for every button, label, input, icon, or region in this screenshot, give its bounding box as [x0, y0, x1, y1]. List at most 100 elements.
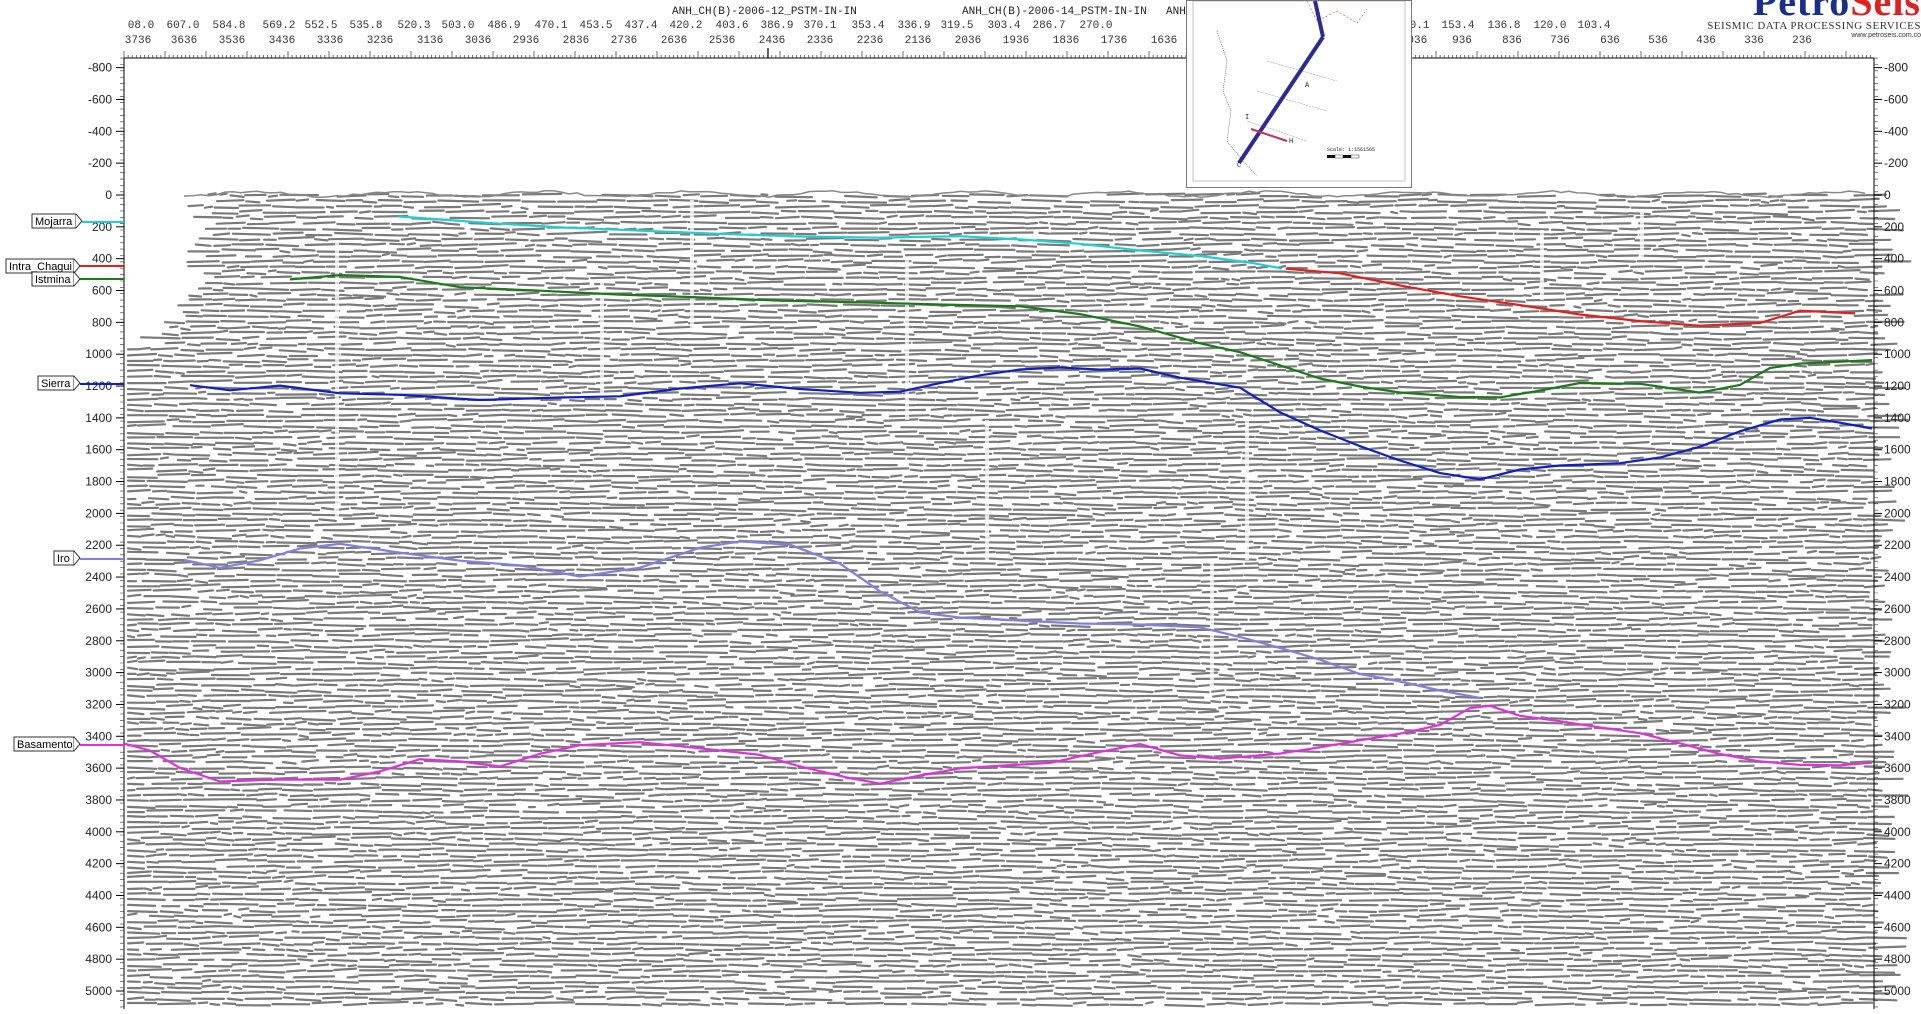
location-inset-map[interactable]: A I H C Scale: 1:1561565	[1186, 0, 1412, 188]
depth-tick-label-right: 800	[1884, 315, 1904, 329]
depth-tick-label: 4400	[85, 888, 112, 902]
horizon-label-basamento[interactable]: Basamento	[13, 736, 124, 752]
depth-tick-label: 3200	[85, 697, 112, 711]
depth-tick-label-right: 1600	[1884, 443, 1911, 457]
shotpoint-label: 437.4	[624, 20, 657, 32]
cdp-label: 336	[1744, 35, 1764, 47]
depth-tick-label-right: 400	[1884, 252, 1904, 266]
horizon-label-iro[interactable]: Iro	[53, 550, 124, 566]
right-depth-axis: -800 -600 -400 -200 0 200 400 600 800 1000 1200 140…	[1874, 61, 1911, 998]
section-title-1: ANH_CH(B)-2006-12_PSTM-IN-IN	[672, 6, 857, 18]
inset-label-h: H	[1289, 138, 1293, 146]
cdp-label: 2536	[709, 35, 735, 47]
horizon-istmina[interactable]	[289, 274, 1873, 399]
left-depth-axis: -800 -600 -400 -200 0 200 400 600 800 1000 1200 140…	[85, 57, 1878, 1008]
depth-tick-label: 1000	[85, 347, 112, 361]
inset-label-a: A	[1305, 82, 1310, 90]
depth-tick-label: 400	[92, 252, 112, 266]
cdp-label: 1936	[1003, 35, 1029, 47]
horizon-iro[interactable]	[183, 540, 1481, 699]
cdp-label: 2736	[611, 35, 637, 47]
cdp-label: 3736	[125, 35, 151, 47]
shotpoint-label: 386.9	[760, 20, 793, 32]
shotpoint-label: 607.0	[166, 20, 199, 32]
shotpoint-label: 103.4	[1577, 20, 1610, 32]
shotpoint-label: 520.3	[397, 20, 430, 32]
section-title-3: ANH	[1166, 6, 1186, 18]
depth-tick-label: 4800	[85, 952, 112, 966]
plot-frame	[123, 57, 1875, 1009]
cdp-label: 3036	[465, 35, 491, 47]
depth-tick-label: 2000	[85, 506, 112, 520]
depth-tick-label: 800	[92, 315, 112, 329]
shotpoint-label: 319.5	[940, 20, 973, 32]
depth-tick-label: -200	[88, 156, 112, 170]
inset-label-c: C	[1237, 162, 1241, 170]
shotpoint-label: 403.6	[715, 20, 748, 32]
horizon-basamento[interactable]	[123, 704, 1873, 785]
depth-tick-label: -600	[88, 92, 112, 106]
svg-text:Sierra: Sierra	[41, 378, 71, 390]
depth-tick-label: 3000	[85, 666, 112, 680]
depth-tick-label: 1200	[85, 379, 112, 393]
horizon-mojarra[interactable]	[397, 215, 1283, 270]
horizon-label-intra-chagui[interactable]: Intra_Chagui	[5, 258, 124, 274]
cdp-label: 3236	[367, 35, 393, 47]
depth-tick-label: 4200	[85, 857, 112, 871]
depth-tick-label: 2800	[85, 634, 112, 648]
horizon-label-sierra[interactable]: Sierra	[37, 375, 124, 391]
horizon-intra-chagui[interactable]	[1285, 267, 1856, 327]
depth-tick-label: 4600	[85, 920, 112, 934]
depth-tick-label: 1800	[85, 475, 112, 489]
shotpoint-label: 584.8	[212, 20, 245, 32]
depth-tick-label-right: 4200	[1884, 857, 1911, 871]
section-title-2: ANH_CH(B)-2006-14_PSTM-IN-IN	[962, 6, 1147, 18]
cdp-label: 1836	[1053, 35, 1079, 47]
top-axis: 08.0 607.0 584.8 569.2 552.5 535.8 520.3 503.0 4…	[123, 20, 1871, 58]
cdp-label: 3136	[417, 35, 443, 47]
depth-tick-label: 4000	[85, 825, 112, 839]
seismic-traces	[126, 189, 1912, 1008]
cdp-label: 936	[1452, 35, 1472, 47]
depth-tick-label-right: 4000	[1884, 825, 1911, 839]
depth-tick-label-right: 4600	[1884, 920, 1911, 934]
horizon-label-istmina[interactable]: Istmina	[31, 271, 124, 287]
depth-tick-label-right: -400	[1884, 124, 1908, 138]
depth-tick-label: 1600	[85, 443, 112, 457]
depth-tick-label-right: 3400	[1884, 729, 1911, 743]
depth-tick-label: -800	[88, 61, 112, 75]
depth-tick-label: 2200	[85, 538, 112, 552]
inset-map-graphic: A I H C Scale: 1:1561565	[1192, 0, 1406, 182]
cdp-label: 2036	[955, 35, 981, 47]
shotpoint-label: 552.5	[304, 20, 337, 32]
cdp-label: 736	[1550, 35, 1570, 47]
depth-tick-label-right: 3200	[1884, 697, 1911, 711]
shotpoint-label: 535.8	[349, 20, 382, 32]
cdp-label: 2236	[857, 35, 883, 47]
cdp-label: 836	[1502, 35, 1522, 47]
shotpoint-label: 336.9	[897, 20, 930, 32]
depth-tick-label-right: 1200	[1884, 379, 1911, 393]
depth-tick-label-right: 2600	[1884, 602, 1911, 616]
cdp-label: 536	[1648, 35, 1668, 47]
cdp-label: 3536	[219, 35, 245, 47]
depth-tick-label-right: 2200	[1884, 538, 1911, 552]
horizon-label-mojarra[interactable]: Mojarra	[31, 213, 124, 229]
brand-website: www.petroseis.com.co	[1851, 32, 1921, 39]
shotpoint-label: 486.9	[487, 20, 520, 32]
depth-tick-label-right: 3600	[1884, 761, 1911, 775]
horizon-sierra[interactable]	[189, 366, 1873, 481]
depth-tick-label: 5000	[85, 984, 112, 998]
depth-tick-label: 0	[105, 188, 112, 202]
depth-tick-label-right: 600	[1884, 284, 1904, 298]
depth-tick-label-right: 200	[1884, 220, 1904, 234]
depth-tick-label: 3600	[85, 761, 112, 775]
shotpoint-label: 453.5	[579, 20, 612, 32]
shotpoint-label: 503.0	[441, 20, 474, 32]
depth-tick-label-right: -600	[1884, 92, 1908, 106]
depth-tick-label-right: -200	[1884, 156, 1908, 170]
brand-tagline: SEISMIC DATA PROCESSING SERVICES	[1707, 20, 1921, 32]
svg-text:Mojarra: Mojarra	[35, 216, 73, 228]
depth-tick-label: -400	[88, 124, 112, 138]
